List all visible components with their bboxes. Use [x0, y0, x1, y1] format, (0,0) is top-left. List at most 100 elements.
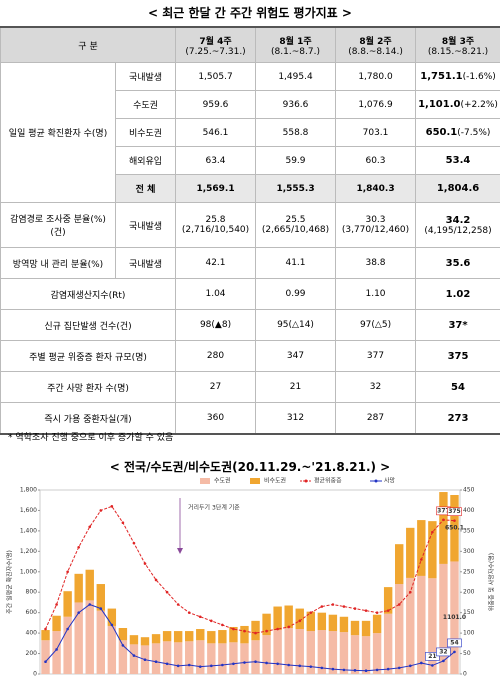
data-label: 54 — [450, 639, 458, 646]
header-cell: 8월 1주 (8.1.~8.7.) — [255, 26, 337, 63]
chart: 0 200 400 600 800 1,000 1,200 1,400 1,600 1,800 0 5… — [6, 477, 496, 678]
point — [221, 663, 224, 667]
bar — [328, 631, 338, 674]
bar — [63, 616, 72, 674]
bar — [328, 614, 338, 632]
group-cell: 방역망 내 관리 분율(%) — [0, 247, 116, 279]
bar — [406, 527, 415, 578]
value: 1,751.1 — [420, 71, 463, 82]
value-cell: 1,840.3 — [335, 174, 417, 203]
bar — [162, 641, 172, 674]
detail: (4,195/12,258) — [424, 225, 492, 236]
header-cell: 8월 2주 (8.8.~8.14.) — [335, 26, 417, 63]
point — [276, 627, 279, 631]
point — [331, 667, 335, 671]
table-row: 일일 평균 확진환자 수(명) 국내발생 1,505.7 1,495.4 1,780.0… — [0, 62, 500, 203]
value-cell: 59.9 — [255, 146, 337, 175]
detail: (3,770/12,460) — [341, 225, 410, 235]
value-cell: 1,751.1(-1.6%) — [415, 62, 500, 91]
y-tick-label: 600 — [26, 609, 38, 616]
week: 8월 2주 — [359, 36, 392, 47]
bar — [173, 631, 183, 643]
bar — [350, 620, 360, 636]
bar — [207, 643, 216, 674]
bar — [74, 573, 83, 603]
item-cell: 국내발생 — [114, 202, 177, 248]
point — [431, 664, 434, 667]
point — [198, 665, 202, 668]
group-cell: 감염재생산지수(Rt) — [0, 278, 177, 310]
value-cell: 280 — [175, 340, 257, 372]
bar — [129, 644, 139, 674]
bar — [395, 584, 404, 674]
week: 7월 4주 — [199, 36, 232, 47]
value-cell: 41.1 — [255, 247, 337, 279]
point — [110, 623, 114, 627]
table-row: 주별 평균 위중증 환자 규모(명) 280 347 377 375 — [0, 340, 500, 372]
value: 546.1 — [202, 127, 229, 138]
table-row: 주간 사망 환자 수(명) 27 21 32 54 — [0, 371, 500, 403]
value: 42.1 — [205, 258, 226, 268]
bar — [273, 606, 282, 631]
y-tick-label: 0 — [33, 671, 37, 678]
line — [45, 505, 455, 634]
label-box — [436, 647, 451, 657]
range: (8.15.~8.21.) — [427, 46, 489, 57]
point — [99, 509, 103, 512]
bar — [85, 569, 94, 601]
range: (8.8.~8.14.) — [348, 46, 403, 57]
bar — [151, 634, 161, 644]
point — [243, 629, 246, 633]
value-cell: 936.6 — [255, 90, 337, 119]
point — [420, 661, 423, 665]
value: 35.6 — [445, 257, 471, 269]
point — [353, 669, 357, 672]
legend-swatch — [250, 478, 260, 484]
point — [88, 525, 92, 529]
legend-swatch — [200, 478, 210, 484]
value: 0.99 — [285, 289, 306, 299]
bar — [339, 632, 349, 674]
plot-area — [39, 489, 461, 675]
value: 375 — [447, 350, 469, 362]
annotation: 거리두기 3단계 기준 — [188, 504, 240, 512]
point — [298, 619, 302, 623]
value: 1,076.9 — [358, 99, 393, 110]
table-title: < 최근 한달 간 주간 위험도 평가지표 > — [148, 6, 352, 20]
value-cell: 377 — [335, 340, 417, 372]
y2-tick-label: 0 — [463, 671, 467, 678]
value-cell: 703.1 — [335, 118, 417, 147]
point — [287, 663, 290, 667]
point — [375, 611, 379, 614]
y2-tick-label: 100 — [463, 630, 475, 637]
bar — [306, 631, 315, 674]
value: 377 — [366, 351, 385, 361]
point — [154, 578, 158, 582]
bar — [251, 620, 260, 641]
bar — [361, 620, 371, 637]
point — [55, 648, 58, 651]
bar — [162, 631, 172, 642]
bar — [229, 626, 238, 643]
point — [364, 669, 368, 673]
point — [442, 659, 445, 663]
value: 21 — [289, 382, 302, 392]
value: 936.6 — [282, 99, 309, 110]
point — [254, 631, 257, 635]
bar — [262, 613, 271, 636]
value: 37* — [448, 319, 468, 331]
value-cell: 287 — [335, 402, 417, 435]
value-cell: 1,101.0(+2.2%) — [415, 90, 500, 119]
bar — [395, 544, 404, 585]
point — [342, 605, 346, 608]
point — [176, 664, 180, 668]
value-cell: 1,495.4 — [255, 62, 337, 91]
point — [187, 611, 191, 614]
week: 8월 1주 — [279, 36, 312, 47]
bar — [118, 628, 128, 641]
value-cell: 375 — [415, 340, 500, 372]
point — [143, 562, 147, 565]
bar — [52, 631, 61, 674]
y-tick-label: 200 — [26, 650, 38, 657]
point — [165, 590, 169, 594]
